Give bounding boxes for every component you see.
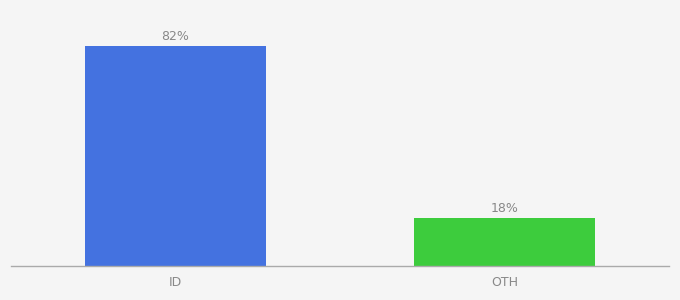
Text: 82%: 82% — [162, 30, 190, 43]
Bar — [85, 46, 266, 266]
Bar — [414, 218, 595, 266]
Text: 18%: 18% — [490, 202, 518, 215]
